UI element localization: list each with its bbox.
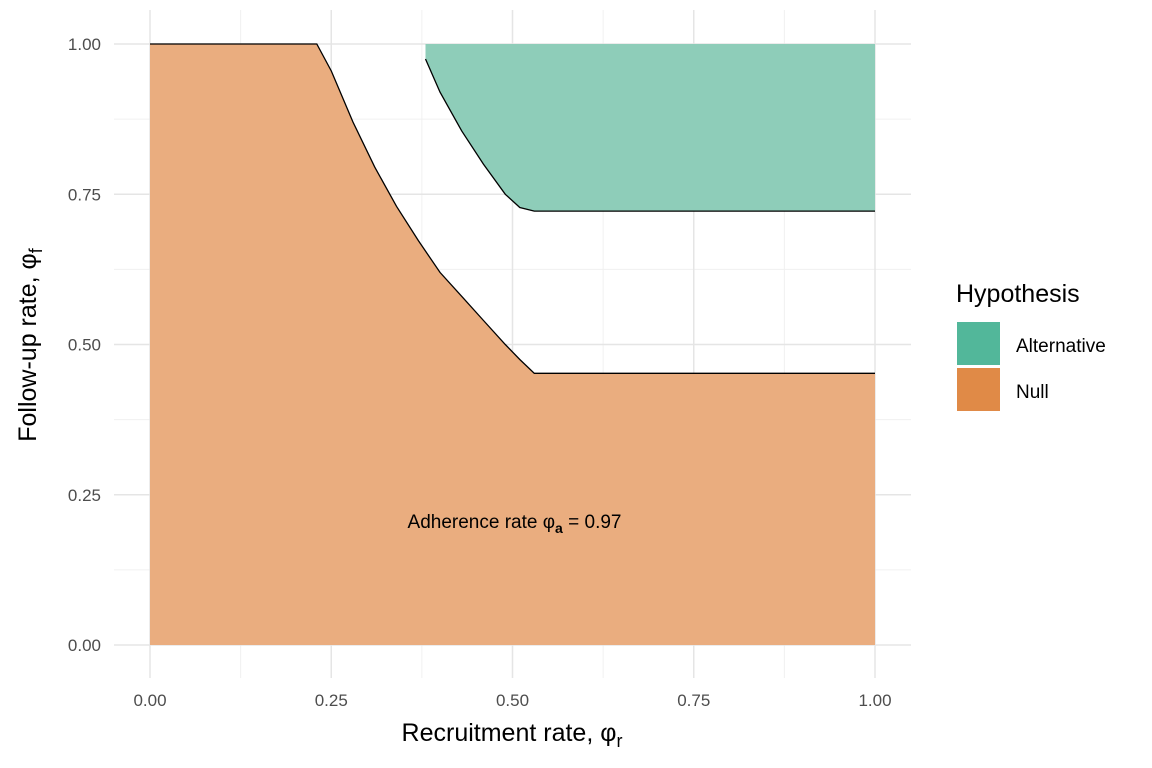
y-axis-title-text: Follow-up rate, bbox=[14, 269, 42, 441]
legend: Hypothesis Alternative Null bbox=[956, 280, 1106, 411]
area-alternative bbox=[425, 44, 875, 212]
x-tick-label: 0.00 bbox=[133, 691, 166, 710]
y-tick-label: 0.00 bbox=[68, 636, 101, 655]
y-axis-title-subscript: f bbox=[26, 247, 46, 253]
annotation-subscript: a bbox=[555, 520, 563, 536]
legend-title: Hypothesis bbox=[956, 280, 1080, 308]
y-axis-title: Follow-up rate, φf bbox=[14, 247, 46, 442]
x-axis-title-symbol: φ bbox=[600, 719, 616, 747]
legend-key-null bbox=[957, 368, 1000, 411]
y-tick-label: 0.75 bbox=[68, 185, 101, 204]
boundary-alternative bbox=[424, 58, 875, 212]
annotation-symbol: φ bbox=[543, 512, 555, 533]
boundary-null bbox=[150, 43, 875, 374]
x-tick-label: 0.75 bbox=[677, 691, 710, 710]
y-tick-label: 0.50 bbox=[68, 336, 101, 355]
y-axis-ticks: 0.00 0.25 0.50 0.75 1.00 bbox=[68, 35, 101, 655]
annotation-prefix: Adherence rate bbox=[408, 512, 543, 533]
annotation-suffix: = 0.97 bbox=[563, 512, 622, 533]
x-tick-label: 0.50 bbox=[496, 691, 529, 710]
x-tick-label: 1.00 bbox=[858, 691, 891, 710]
legend-key-alternative bbox=[957, 322, 1000, 365]
y-tick-label: 1.00 bbox=[68, 35, 101, 54]
x-tick-label: 0.25 bbox=[315, 691, 348, 710]
x-axis-title-text: Recruitment rate, bbox=[402, 719, 601, 747]
x-axis-ticks: 0.00 0.25 0.50 0.75 1.00 bbox=[133, 691, 891, 710]
legend-label-null: Null bbox=[1016, 382, 1049, 403]
legend-label-alternative: Alternative bbox=[1016, 336, 1106, 357]
annotation-adherence-rate: Adherence rate φa = 0.97 bbox=[408, 512, 622, 536]
area-null bbox=[150, 44, 875, 645]
y-tick-label: 0.25 bbox=[68, 486, 101, 505]
x-axis-title: Recruitment rate, φr bbox=[402, 719, 623, 751]
x-axis-title-subscript: r bbox=[616, 731, 622, 751]
y-axis-title-symbol: φ bbox=[14, 253, 42, 269]
areas bbox=[150, 43, 875, 645]
